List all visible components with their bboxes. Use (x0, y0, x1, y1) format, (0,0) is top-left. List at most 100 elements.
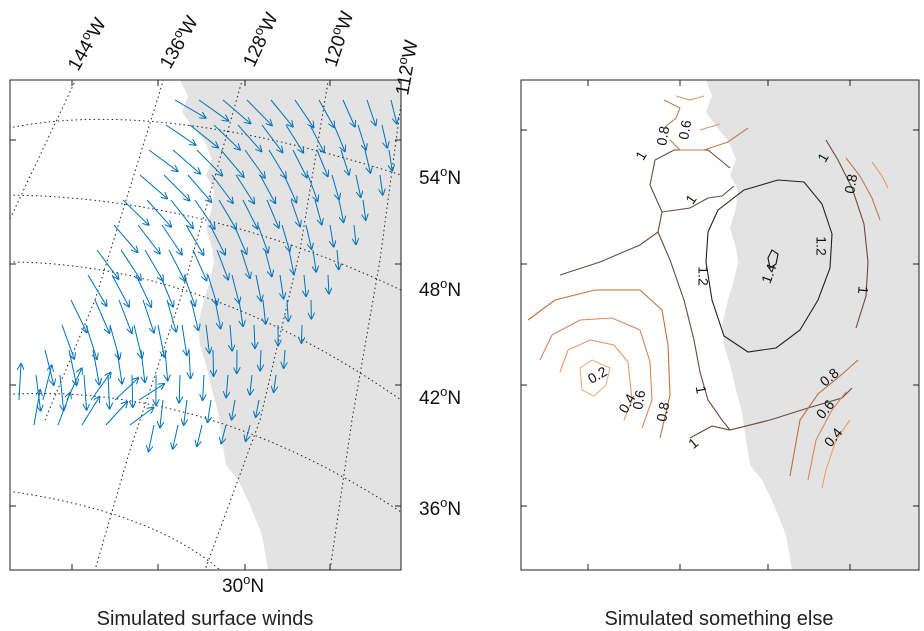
wind-arrow (192, 249, 207, 280)
wind-arrow (380, 174, 383, 195)
wind-arrow (331, 174, 339, 199)
wind-arrow (340, 149, 349, 175)
wind-arrow (211, 174, 233, 203)
wind-arrow (111, 274, 129, 307)
wind-arrow (61, 324, 74, 359)
wind-arrow (230, 324, 232, 351)
wind-arrow (235, 174, 254, 203)
wind-arrow (381, 124, 387, 148)
lon-label-136w: 136oW (154, 11, 203, 72)
wind-arrow (213, 124, 240, 150)
wind-arrow (135, 274, 151, 307)
latitude-labels: 54oN 48oN 42oN 36oN 30oN (222, 164, 461, 597)
wind-arrow (163, 174, 189, 200)
contour-line-0.8-upper (663, 99, 749, 151)
contour-label: 1.4 (758, 261, 780, 285)
wind-arrow (173, 424, 179, 449)
wind-arrow (257, 224, 268, 253)
wind-arrow (283, 174, 296, 202)
wind-arrow (108, 374, 110, 409)
contour-label: 0.6 (629, 389, 648, 411)
contour-label: 0.6 (675, 119, 694, 141)
wind-arrow (309, 124, 324, 152)
wind-arrow (203, 374, 204, 400)
wind-arrow (366, 99, 376, 125)
wind-arrow (181, 324, 187, 355)
wind-arrow (92, 349, 99, 385)
wind-arrow (226, 374, 228, 397)
contour-label: 1.2 (695, 266, 711, 286)
wind-arrow (184, 399, 187, 425)
meridian-line (204, 80, 329, 570)
wind-arrow (133, 324, 142, 358)
wind-arrow (254, 324, 255, 348)
wind-arrow (304, 274, 306, 296)
wind-arrow (342, 99, 355, 127)
meridian-line (94, 80, 243, 570)
wind-arrow (290, 199, 300, 226)
wind-arrow (189, 349, 191, 378)
right-map-panel: 0.8 0.6110.811.21.41.210.20.40.60.8110.80… (520, 79, 920, 630)
wind-arrow (268, 149, 286, 178)
wind-arrow (183, 274, 195, 306)
wind-arrow (84, 374, 87, 410)
lon-label-128w: 128oW (237, 8, 283, 70)
wind-arrow (94, 299, 109, 333)
contour-line-0.4-se (821, 419, 851, 489)
wind-arrow (90, 373, 111, 401)
contour-line-0.6 (539, 317, 653, 429)
wind-arrow (222, 99, 250, 123)
graticule-lines (10, 80, 401, 570)
wind-arrow (333, 124, 345, 151)
wind-arrow (157, 324, 164, 357)
wind-arrow (70, 299, 87, 332)
contour-line-0.4 (559, 339, 633, 421)
wind-arrow (148, 149, 178, 171)
wind-arrow (287, 299, 288, 321)
wind-arrow (189, 124, 218, 148)
wind-arrow (44, 349, 54, 385)
parallel-line (10, 194, 401, 291)
wind-arrow (307, 174, 318, 201)
wind-arrow (174, 99, 206, 118)
wind-arrow (146, 199, 171, 227)
wind-arrow (305, 224, 312, 249)
wind-arrow (274, 374, 276, 392)
wind-arrow (81, 397, 99, 426)
wind-arrow (364, 149, 370, 173)
lat-label-54n: 54oN (419, 164, 461, 189)
contour-line-1.4 (767, 249, 779, 269)
wind-arrow (114, 378, 138, 401)
wind-arrow (261, 124, 282, 152)
wind-arrow (314, 199, 322, 224)
left-map-panel: 144oW 136oW 128oW 120oW 112oW 54oN 48oN … (9, 8, 461, 630)
lat-label-36n: 36oN (419, 495, 461, 520)
wind-arrow (198, 99, 228, 121)
wind-arrow (129, 408, 153, 426)
wind-arrow (264, 249, 272, 276)
contour-line-1-right (825, 139, 869, 329)
wind-arrow (149, 424, 155, 451)
wind-arrow (246, 424, 250, 441)
wind-arrow (216, 249, 228, 280)
lon-label-112w: 112oW (389, 38, 422, 97)
wind-arrow (232, 399, 235, 420)
wind-arrow (238, 299, 243, 326)
wind-arrow (338, 199, 344, 222)
wind-arrow (256, 399, 259, 417)
wind-arrow (96, 249, 118, 279)
wind-vector-field (19, 99, 397, 451)
wind-arrow (42, 365, 52, 401)
parallel-line (10, 261, 401, 401)
wind-arrow (246, 99, 272, 125)
wind-arrow (285, 124, 303, 153)
map-frame-right (520, 79, 920, 571)
lon-label-120w: 120oW (318, 8, 358, 70)
wind-arrow (68, 349, 77, 385)
wind-arrow (231, 274, 239, 303)
wind-arrow (363, 199, 366, 220)
contour-lines (527, 95, 889, 489)
contour-line-0.8-right (845, 157, 881, 221)
map-frame (9, 79, 402, 571)
wind-arrow (221, 424, 227, 443)
